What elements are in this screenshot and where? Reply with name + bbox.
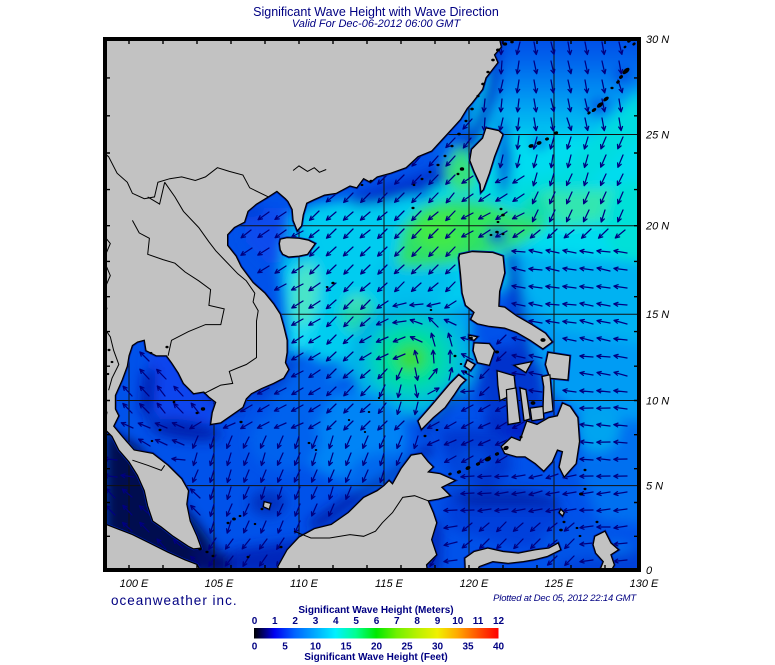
- svg-text:2: 2: [292, 616, 298, 627]
- svg-text:Significant Wave Height (Feet): Significant Wave Height (Feet): [304, 652, 448, 663]
- svg-text:5 N: 5 N: [646, 480, 663, 492]
- svg-text:0: 0: [646, 565, 653, 577]
- svg-text:Plotted at Dec 05, 2012 22:14: Plotted at Dec 05, 2012 22:14 GMT: [493, 593, 637, 604]
- svg-text:oceanweather inc.: oceanweather inc.: [111, 593, 238, 608]
- svg-text:35: 35: [462, 642, 474, 653]
- svg-text:120 E: 120 E: [460, 578, 489, 590]
- svg-text:12: 12: [493, 616, 505, 627]
- svg-text:40: 40: [493, 642, 505, 653]
- svg-text:25: 25: [401, 642, 413, 653]
- svg-text:8: 8: [414, 616, 420, 627]
- svg-text:3: 3: [313, 616, 319, 627]
- svg-text:5: 5: [282, 642, 288, 653]
- svg-text:1: 1: [272, 616, 278, 627]
- svg-text:10: 10: [310, 642, 322, 653]
- svg-text:115 E: 115 E: [375, 578, 404, 590]
- svg-text:10 N: 10 N: [646, 395, 669, 407]
- svg-text:130 E: 130 E: [630, 578, 659, 590]
- svg-text:20: 20: [371, 642, 383, 653]
- svg-text:15: 15: [340, 642, 352, 653]
- svg-text:100 E: 100 E: [120, 578, 149, 590]
- svg-text:105 E: 105 E: [205, 578, 234, 590]
- svg-text:15 N: 15 N: [646, 309, 669, 321]
- svg-text:4: 4: [333, 616, 339, 627]
- svg-text:10: 10: [452, 616, 464, 627]
- svg-text:11: 11: [473, 616, 484, 627]
- svg-text:6: 6: [374, 616, 380, 627]
- svg-text:30: 30: [432, 642, 444, 653]
- svg-text:Significant Wave Height with W: Significant Wave Height with Wave Direct…: [253, 5, 499, 19]
- svg-text:30 N: 30 N: [646, 34, 669, 46]
- svg-text:25 N: 25 N: [645, 129, 669, 141]
- svg-text:110 E: 110 E: [290, 578, 319, 590]
- svg-text:0: 0: [252, 616, 258, 627]
- svg-text:7: 7: [394, 616, 400, 627]
- svg-text:Valid For Dec-06-2012 06:00 GM: Valid For Dec-06-2012 06:00 GMT: [292, 18, 462, 30]
- svg-text:Significant Wave Height (Meter: Significant Wave Height (Meters): [298, 605, 453, 616]
- svg-text:125 E: 125 E: [545, 578, 574, 590]
- svg-text:9: 9: [435, 616, 441, 627]
- svg-text:5: 5: [353, 616, 359, 627]
- svg-text:20 N: 20 N: [645, 221, 669, 233]
- svg-text:0: 0: [252, 642, 258, 653]
